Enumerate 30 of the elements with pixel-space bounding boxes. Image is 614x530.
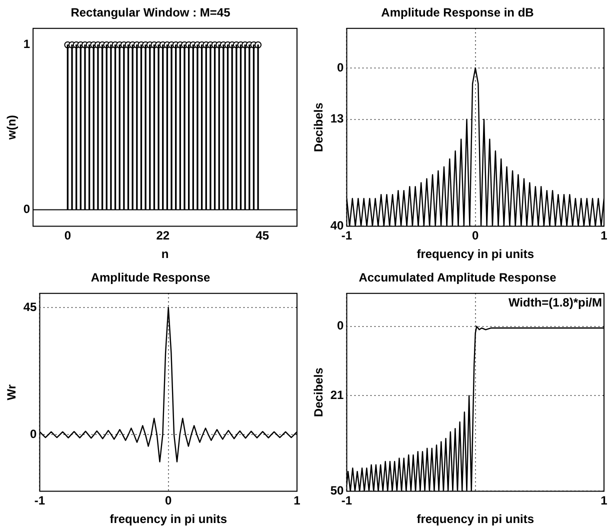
x-tick-label: 0 bbox=[64, 228, 72, 243]
x-axis-title: frequency in pi units bbox=[416, 512, 534, 526]
y-axis-title: Wr bbox=[4, 384, 19, 400]
x-tick-label: 1 bbox=[600, 228, 608, 243]
x-axis-title: n bbox=[161, 247, 169, 262]
x-tick-label: 22 bbox=[156, 228, 170, 243]
chart-title: Accumulated Amplitude Response bbox=[358, 270, 557, 285]
y-tick-label: 0 bbox=[23, 202, 30, 216]
y-tick-label: 21 bbox=[330, 388, 344, 402]
y-tick-label: 45 bbox=[23, 300, 38, 314]
y-axis-title: Decibels bbox=[312, 367, 326, 417]
x-tick-label: 1 bbox=[600, 494, 608, 508]
annotation: Width=(1.8)*pi/M bbox=[508, 296, 602, 310]
y-tick-label: 13 bbox=[330, 112, 344, 126]
y-axis-title: w(n) bbox=[4, 114, 19, 141]
x-axis-title: frequency in pi units bbox=[110, 512, 228, 526]
y-axis-title: Decibels bbox=[312, 102, 326, 152]
x-tick-label: -1 bbox=[34, 494, 46, 508]
x-tick-label: 0 bbox=[472, 228, 480, 243]
y-tick-label: 0 bbox=[30, 427, 38, 441]
chart-title: Rectangular Window : M=45 bbox=[70, 6, 231, 20]
x-axis-title: frequency in pi units bbox=[416, 247, 534, 262]
x-tick-label: 45 bbox=[256, 228, 270, 243]
y-tick-label: 0 bbox=[337, 60, 344, 74]
y-tick-label: 1 bbox=[23, 37, 30, 52]
y-tick-label: 0 bbox=[337, 318, 344, 333]
x-tick-label: 0 bbox=[165, 494, 172, 508]
chart-title: Amplitude Response bbox=[90, 270, 210, 285]
chart-title: Amplitude Response in dB bbox=[381, 6, 534, 20]
x-tick-label: 1 bbox=[294, 494, 301, 508]
